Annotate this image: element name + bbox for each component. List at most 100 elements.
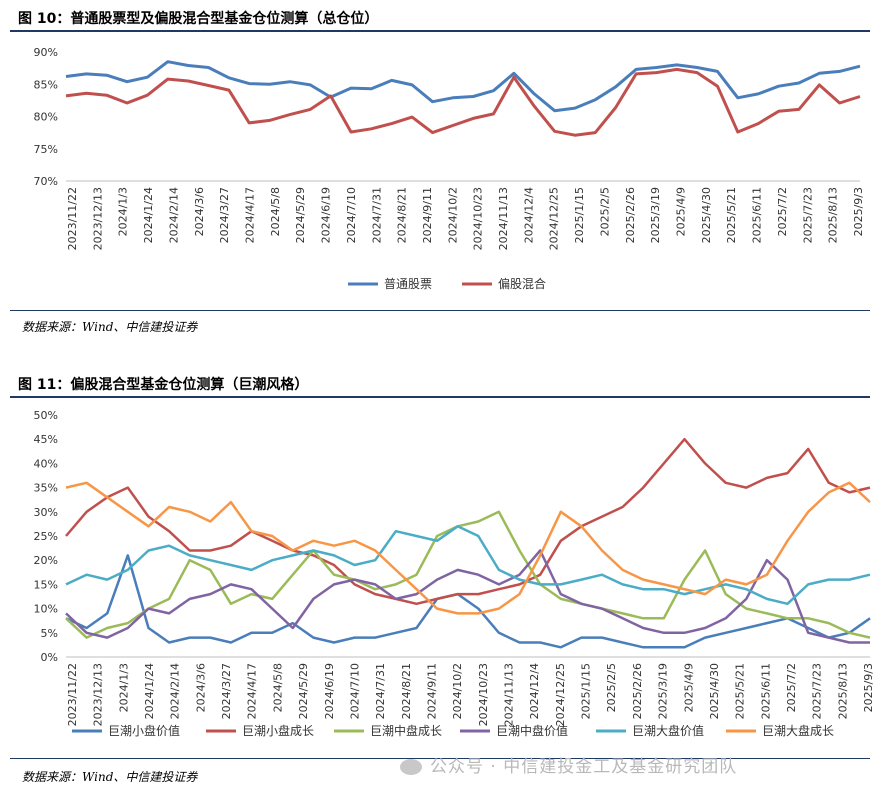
- x-tick-label: 2025/2/5: [605, 663, 618, 712]
- x-tick-label: 2023/11/22: [66, 663, 79, 726]
- figure-2-bottom-rule: [10, 758, 870, 759]
- y-tick-label: 50%: [34, 409, 58, 422]
- x-tick-label: 2025/4/30: [700, 187, 713, 243]
- x-tick-label: 2023/12/13: [92, 663, 105, 726]
- watermark-text: 公众号 · 中信建投金工及基金研究团队: [430, 757, 738, 777]
- wechat-icon: [400, 759, 422, 775]
- x-tick-label: 2025/5/21: [725, 187, 738, 243]
- y-tick-label: 35%: [34, 482, 58, 495]
- x-tick-label: 2025/4/9: [675, 187, 688, 236]
- watermark: 公众号 · 中信建投金工及基金研究团队: [400, 752, 737, 777]
- y-tick-label: 90%: [34, 46, 58, 59]
- x-tick-label: 2023/11/22: [66, 187, 79, 250]
- legend-label: 偏股混合: [498, 276, 546, 291]
- y-tick-label: 25%: [34, 530, 58, 543]
- series-line-3: [65, 510, 871, 639]
- x-tick-label: 2024/7/10: [345, 187, 358, 243]
- x-tick-label: 2024/11/13: [497, 187, 510, 250]
- y-tick-label: 10%: [34, 603, 58, 616]
- x-tick-label: 2025/6/11: [759, 663, 772, 719]
- x-tick-label: 2025/1/15: [580, 663, 593, 719]
- x-tick-label: 2024/3/6: [193, 187, 206, 236]
- x-tick-label: 2025/9/3: [852, 187, 865, 236]
- x-tick-label: 2024/12/4: [522, 187, 535, 243]
- x-tick-label: 2024/4/17: [246, 663, 259, 719]
- x-tick-label: 2025/3/19: [649, 187, 662, 243]
- x-tick-label: 2025/8/13: [827, 187, 840, 243]
- x-tick-label: 2025/4/30: [708, 663, 721, 719]
- x-tick-label: 2024/5/29: [297, 663, 310, 719]
- legend-label: 巨潮中盘成长: [370, 723, 442, 738]
- x-tick-label: 2024/1/24: [142, 187, 155, 243]
- legend-label: 巨潮中盘价值: [496, 723, 568, 738]
- figure-2-title: 图 11：偏股混合型基金仓位测算（巨潮风格）: [18, 377, 309, 393]
- y-tick-label: 20%: [34, 554, 58, 567]
- legend-label: 巨潮小盘价值: [108, 723, 180, 738]
- series-line-2: [65, 67, 861, 137]
- x-tick-label: 2024/3/27: [218, 187, 231, 243]
- x-tick-label: 2025/7/2: [785, 663, 798, 712]
- x-tick-label: 2024/1/3: [117, 663, 130, 712]
- y-tick-label: 70%: [34, 175, 58, 188]
- y-tick-label: 45%: [34, 433, 58, 446]
- x-tick-label: 2025/2/26: [624, 187, 637, 243]
- series-line-1: [65, 554, 871, 649]
- y-tick-label: 15%: [34, 578, 58, 591]
- y-tick-label: 85%: [34, 78, 58, 91]
- x-tick-label: 2024/7/10: [348, 663, 361, 719]
- x-tick-label: 2024/6/19: [323, 663, 336, 719]
- legend-label: 普通股票: [384, 277, 432, 291]
- figure-2-source: 数据来源：Wind、中信建投证券: [22, 770, 198, 784]
- x-tick-label: 2024/10/2: [446, 187, 459, 243]
- x-tick-label: 2025/1/15: [573, 187, 586, 243]
- figure-2-top-rule: [10, 396, 870, 398]
- chart-1: 70% 75% 80% 85% 90% 2023/11/22 2023/12/13 2024/…: [34, 46, 865, 291]
- x-tick-label: 2024/8/21: [400, 663, 413, 719]
- series-line-1: [65, 60, 861, 113]
- figure-1-title: 图 10：普通股票型及偏股混合型基金仓位测算（总仓位）: [18, 11, 379, 27]
- x-tick-label: 2024/6/19: [320, 187, 333, 243]
- y-tick-label: 40%: [34, 457, 58, 470]
- y-tick-label: 75%: [34, 143, 58, 156]
- x-tick-label: 2024/10/23: [472, 187, 485, 250]
- x-tick-label: 2024/1/3: [117, 187, 130, 236]
- x-tick-label: 2024/12/25: [548, 187, 561, 250]
- x-tick-label: 2024/2/14: [169, 663, 182, 719]
- x-tick-label: 2025/7/2: [776, 187, 789, 236]
- x-tick-label: 2024/9/11: [425, 663, 438, 719]
- legend-label: 巨潮大盘价值: [632, 723, 704, 738]
- x-tick-label: 2024/4/17: [243, 187, 256, 243]
- series-line-5: [65, 525, 871, 606]
- x-tick-label: 2024/5/29: [294, 187, 307, 243]
- x-tick-label: 2025/9/3: [862, 663, 875, 712]
- x-tick-label: 2024/7/31: [374, 663, 387, 719]
- series-line-2: [65, 437, 871, 606]
- x-tick-label: 2024/5/8: [269, 187, 282, 236]
- x-tick-label: 2024/3/27: [220, 663, 233, 719]
- x-tick-label: 2024/5/8: [271, 663, 284, 712]
- series-line-6: [65, 481, 871, 615]
- legend-label: 巨潮小盘成长: [242, 723, 314, 738]
- x-tick-label: 2024/1/24: [143, 663, 156, 719]
- x-tick-label: 2025/8/13: [836, 663, 849, 719]
- x-tick-label: 2025/2/26: [631, 663, 644, 719]
- figure-1-source: 数据来源：Wind、中信建投证券: [22, 320, 198, 334]
- x-tick-label: 2024/8/21: [396, 187, 409, 243]
- x-tick-label: 2025/5/21: [734, 663, 747, 719]
- chart-2: 0% 5% 10% 15% 20% 25% 30% 35% 40% 45% 50% 2023/11/2…: [34, 409, 875, 738]
- x-tick-label: 2024/12/4: [528, 663, 541, 719]
- x-tick-label: 2024/2/14: [167, 187, 180, 243]
- x-tick-label: 2024/7/31: [370, 187, 383, 243]
- series-line-4: [65, 549, 870, 644]
- x-tick-label: 2024/10/23: [477, 663, 490, 726]
- x-tick-label: 2024/9/11: [421, 187, 434, 243]
- x-tick-label: 2024/10/2: [451, 663, 464, 719]
- y-tick-label: 30%: [34, 506, 58, 519]
- x-tick-label: 2024/12/25: [554, 663, 567, 726]
- y-tick-label: 80%: [34, 111, 58, 124]
- y-tick-label: 0%: [41, 651, 58, 664]
- x-tick-label: 2025/7/23: [811, 663, 824, 719]
- legend-label: 巨潮大盘成长: [762, 723, 834, 738]
- x-tick-label: 2024/11/13: [503, 663, 516, 726]
- x-tick-label: 2025/2/5: [598, 187, 611, 236]
